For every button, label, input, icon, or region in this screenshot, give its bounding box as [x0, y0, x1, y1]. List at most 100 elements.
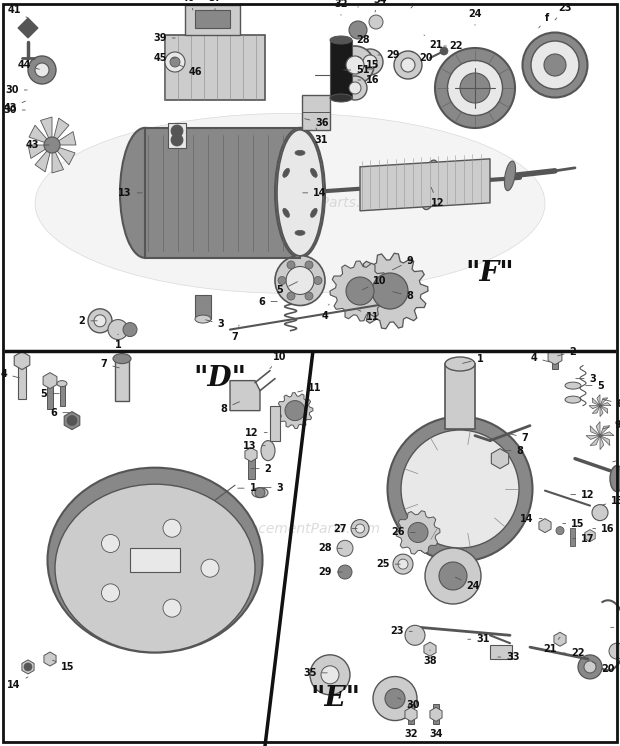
Text: 14: 14 — [303, 188, 327, 198]
Ellipse shape — [578, 655, 602, 679]
Text: 21: 21 — [543, 637, 560, 654]
Text: "D": "D" — [193, 365, 247, 392]
Polygon shape — [52, 118, 69, 145]
Text: 45: 45 — [153, 53, 175, 63]
Polygon shape — [277, 392, 313, 429]
Bar — [195, 295, 211, 319]
Text: 3: 3 — [263, 483, 283, 492]
Text: 44: 44 — [17, 60, 39, 70]
Text: 1: 1 — [238, 483, 257, 493]
Text: 16: 16 — [593, 524, 615, 533]
Polygon shape — [596, 421, 600, 436]
Ellipse shape — [277, 130, 323, 256]
Polygon shape — [64, 412, 80, 430]
Ellipse shape — [544, 54, 566, 76]
Circle shape — [440, 47, 448, 55]
Text: 3: 3 — [576, 374, 596, 383]
Ellipse shape — [357, 49, 383, 75]
Polygon shape — [14, 351, 30, 369]
Ellipse shape — [88, 309, 112, 333]
Ellipse shape — [252, 488, 268, 498]
Polygon shape — [52, 145, 63, 173]
Circle shape — [556, 527, 564, 535]
Bar — [185, 5, 240, 35]
Bar — [18, 360, 26, 398]
Ellipse shape — [275, 128, 325, 258]
Text: 15: 15 — [563, 518, 585, 529]
Ellipse shape — [28, 56, 56, 84]
Text: 14: 14 — [7, 677, 28, 690]
Ellipse shape — [35, 113, 545, 293]
Polygon shape — [590, 436, 600, 445]
Circle shape — [405, 625, 425, 645]
Circle shape — [67, 416, 77, 426]
Ellipse shape — [330, 94, 352, 102]
Circle shape — [321, 666, 339, 684]
Ellipse shape — [435, 48, 515, 128]
Circle shape — [373, 677, 417, 721]
Ellipse shape — [330, 36, 352, 44]
Text: 9: 9 — [392, 256, 414, 270]
Text: 3: 3 — [206, 319, 224, 329]
Ellipse shape — [343, 76, 367, 100]
Text: 43: 43 — [3, 101, 25, 113]
Polygon shape — [600, 406, 608, 413]
Ellipse shape — [531, 41, 579, 89]
Text: 29: 29 — [378, 50, 400, 60]
Circle shape — [592, 504, 608, 521]
Bar — [195, 10, 230, 28]
Polygon shape — [592, 406, 600, 413]
Text: 46: 46 — [180, 65, 202, 77]
Text: 39: 39 — [153, 33, 175, 43]
Ellipse shape — [401, 430, 519, 548]
Text: 10: 10 — [270, 351, 286, 369]
Text: 52: 52 — [411, 0, 428, 8]
Text: 30: 30 — [5, 85, 27, 95]
Polygon shape — [230, 380, 260, 410]
Bar — [130, 548, 180, 572]
Text: 4: 4 — [1, 369, 19, 379]
Text: 30: 30 — [3, 105, 25, 115]
Polygon shape — [35, 145, 52, 172]
Text: 20: 20 — [410, 51, 433, 63]
Text: 28: 28 — [318, 543, 342, 554]
Circle shape — [337, 540, 353, 557]
Circle shape — [439, 562, 467, 590]
Text: 32: 32 — [334, 0, 348, 15]
Ellipse shape — [565, 382, 581, 389]
Text: 31: 31 — [314, 128, 328, 145]
Ellipse shape — [448, 60, 502, 116]
Ellipse shape — [355, 524, 365, 533]
Text: 7: 7 — [100, 359, 119, 369]
Ellipse shape — [120, 128, 170, 258]
Text: 38: 38 — [423, 650, 437, 666]
Polygon shape — [52, 145, 75, 165]
Circle shape — [170, 57, 180, 67]
Circle shape — [163, 599, 181, 617]
Text: 24: 24 — [456, 577, 480, 591]
Text: 34: 34 — [373, 0, 387, 12]
Bar — [330, 40, 352, 98]
Polygon shape — [600, 406, 603, 416]
Ellipse shape — [113, 354, 131, 363]
Text: 20: 20 — [593, 662, 615, 674]
Text: 41: 41 — [7, 5, 28, 18]
Circle shape — [385, 689, 405, 709]
Polygon shape — [245, 448, 257, 462]
Text: 29: 29 — [318, 567, 342, 577]
Circle shape — [609, 643, 620, 659]
Circle shape — [287, 292, 295, 300]
Text: 4: 4 — [322, 304, 329, 321]
Ellipse shape — [295, 151, 305, 155]
Text: 34: 34 — [429, 723, 443, 739]
Bar — [552, 339, 558, 369]
Polygon shape — [44, 652, 56, 666]
Polygon shape — [600, 403, 611, 406]
Text: 26: 26 — [391, 527, 415, 538]
Text: 9: 9 — [603, 419, 620, 430]
Ellipse shape — [346, 56, 364, 74]
Text: 33: 33 — [352, 0, 365, 7]
Polygon shape — [600, 432, 614, 436]
Text: 2: 2 — [79, 316, 97, 326]
Ellipse shape — [311, 169, 317, 178]
